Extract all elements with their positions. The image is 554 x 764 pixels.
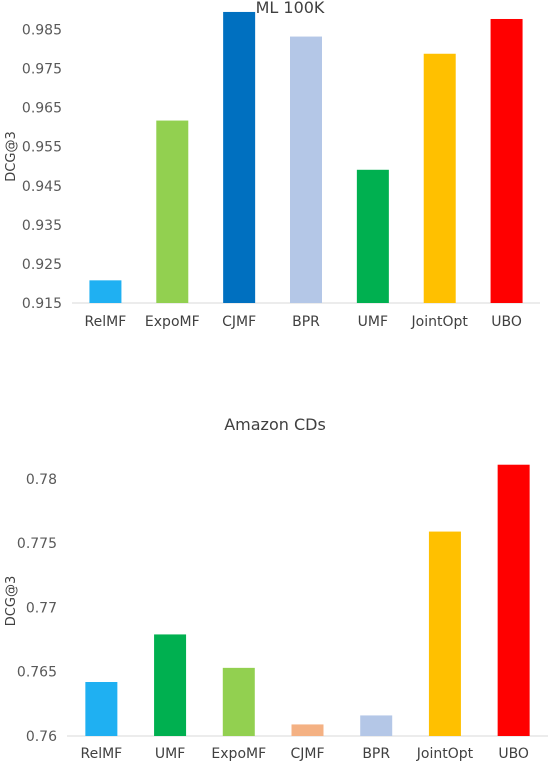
y-tick-label: 0.775 bbox=[17, 536, 57, 552]
bar-umf bbox=[356, 169, 389, 303]
y-tick-label: 0.765 bbox=[17, 665, 57, 681]
bar-ubo bbox=[497, 464, 530, 736]
bar-relmf bbox=[85, 682, 118, 736]
bar-cjmf bbox=[223, 11, 256, 303]
x-category-label: UBO bbox=[491, 314, 522, 330]
x-category-label: UMF bbox=[155, 746, 185, 762]
chart-title: Amazon CDs bbox=[224, 415, 326, 434]
bar-expomf bbox=[222, 667, 255, 736]
bar-bpr bbox=[360, 715, 393, 736]
chart-ml100k: ML 100K DCG@3 0.915 0.925 0.935 0.945 0.955 0.9… bbox=[4, 0, 540, 330]
y-tick-label: 0.78 bbox=[26, 472, 57, 488]
x-category-label: ExpoMF bbox=[145, 314, 200, 330]
x-category-label: CJMF bbox=[290, 746, 324, 762]
x-category-label: ExpoMF bbox=[211, 746, 266, 762]
y-axis-label: DCG@3 bbox=[4, 576, 19, 626]
bar-ubo bbox=[490, 18, 523, 304]
y-tick-label: 0.915 bbox=[22, 296, 62, 312]
x-category-label: JointOpt bbox=[416, 746, 474, 762]
y-tick-label: 0.985 bbox=[22, 23, 62, 39]
bar-jointopt bbox=[428, 531, 461, 736]
y-axis-label: DCG@3 bbox=[4, 131, 19, 181]
x-category-label: BPR bbox=[362, 746, 390, 762]
y-tick-label: 0.935 bbox=[22, 218, 62, 234]
bar-cjmf bbox=[291, 724, 324, 736]
bar-bpr bbox=[290, 36, 322, 303]
x-category-label: RelMF bbox=[80, 746, 122, 762]
y-tick-label: 0.965 bbox=[22, 101, 62, 117]
y-tick-label: 0.76 bbox=[26, 729, 57, 745]
y-tick-label: 0.77 bbox=[26, 600, 57, 616]
x-category-label: CJMF bbox=[222, 314, 256, 330]
bar-relmf bbox=[89, 280, 122, 303]
x-category-label: JointOpt bbox=[411, 314, 469, 330]
x-category-label: UBO bbox=[498, 746, 529, 762]
y-tick-label: 0.955 bbox=[22, 140, 62, 156]
y-tick-label: 0.945 bbox=[22, 179, 62, 195]
x-category-label: BPR bbox=[292, 314, 320, 330]
chart-amazon-cds: Amazon CDs DCG@3 0.76 0.765 0.77 0.775 0.78 Rel… bbox=[4, 415, 548, 762]
y-tick-label: 0.925 bbox=[22, 257, 62, 273]
y-tick-label: 0.975 bbox=[22, 62, 62, 78]
x-category-label: RelMF bbox=[85, 314, 127, 330]
bar-umf bbox=[154, 634, 187, 736]
chart-title: ML 100K bbox=[256, 0, 325, 17]
x-category-label: UMF bbox=[358, 314, 388, 330]
bar-jointopt bbox=[423, 53, 456, 303]
bar-expomf bbox=[156, 120, 189, 303]
